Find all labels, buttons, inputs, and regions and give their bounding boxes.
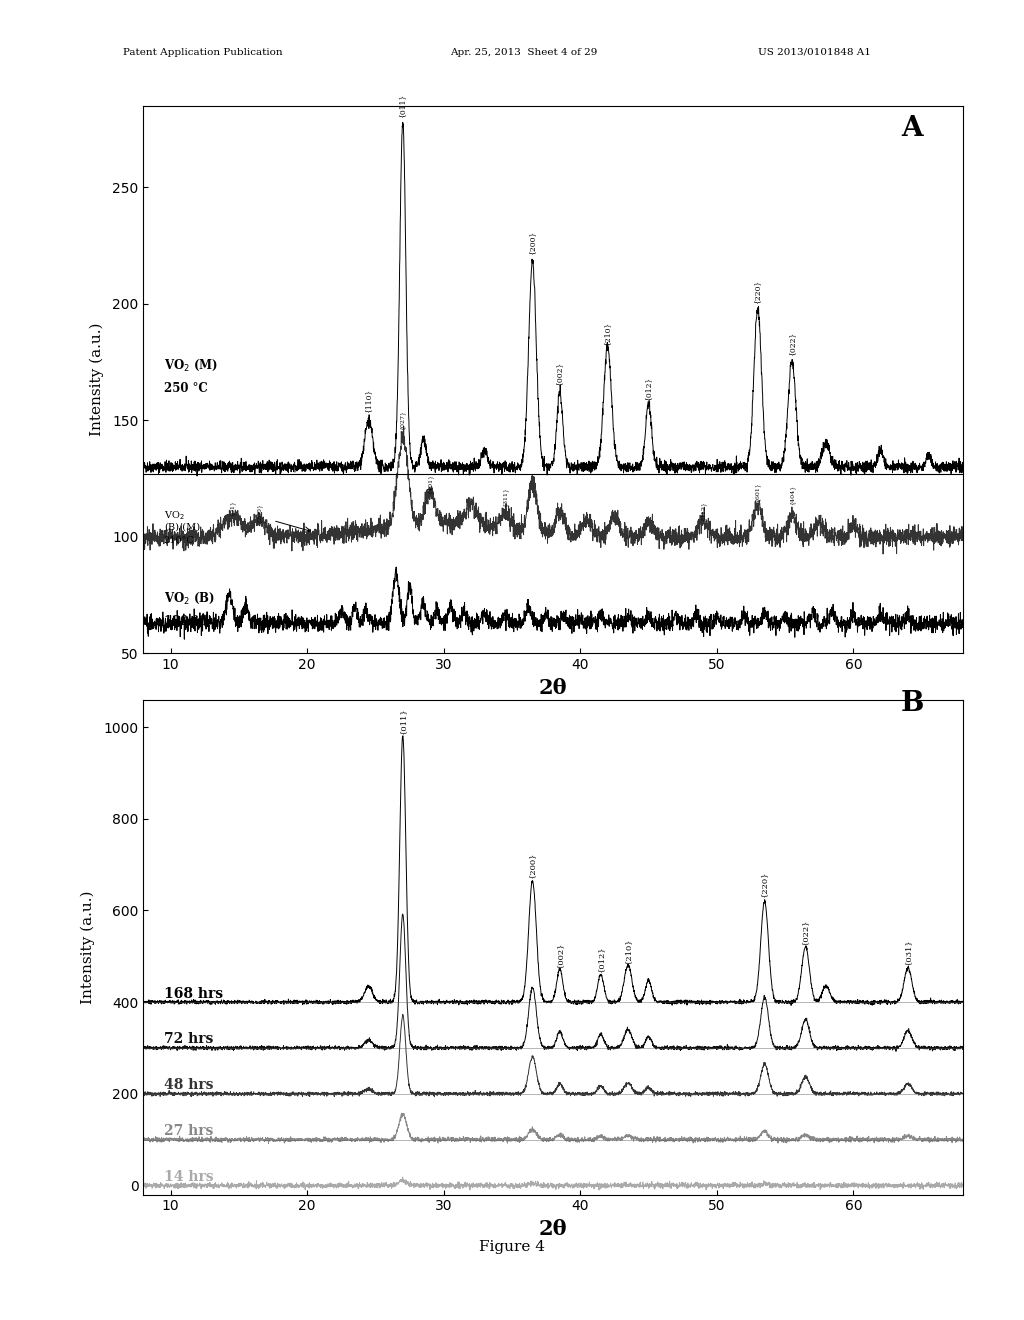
Text: {01}: {01}	[229, 500, 234, 516]
Text: {002}: {002}	[556, 942, 564, 969]
Text: US 2013/0101848 A1: US 2013/0101848 A1	[758, 48, 870, 57]
Text: VO$_2$ (B): VO$_2$ (B)	[164, 591, 215, 606]
Text: {210}: {210}	[603, 322, 611, 346]
Text: Apr. 25, 2013  Sheet 4 of 29: Apr. 25, 2013 Sheet 4 of 29	[451, 48, 598, 57]
Text: 180 °C: 180 °C	[164, 615, 208, 628]
X-axis label: 2θ: 2θ	[539, 677, 567, 698]
Text: {210}: {210}	[624, 937, 632, 964]
Text: {002}: {002}	[556, 362, 564, 387]
Text: {110}: {110}	[365, 388, 373, 413]
Text: (B)/(M): (B)/(M)	[164, 523, 200, 532]
Text: {022}: {022}	[802, 919, 810, 945]
Text: B: B	[901, 690, 925, 717]
X-axis label: 2θ: 2θ	[539, 1218, 567, 1239]
Text: {311}: {311}	[503, 487, 508, 507]
Text: 250 °C: 250 °C	[164, 383, 208, 395]
Text: {200}: {200}	[528, 851, 537, 878]
Text: Figure 4: Figure 4	[479, 1241, 545, 1254]
Text: {601}: {601}	[755, 483, 761, 503]
Text: 27 hrs: 27 hrs	[164, 1125, 213, 1138]
Text: 48 hrs: 48 hrs	[164, 1078, 213, 1092]
Text: {401}: {401}	[427, 474, 433, 494]
Text: 14 hrs: 14 hrs	[164, 1170, 213, 1184]
Y-axis label: Intensity (a.u.): Intensity (a.u.)	[89, 323, 103, 436]
Text: {011}: {011}	[398, 94, 407, 117]
Y-axis label: Intensity (a.u.): Intensity (a.u.)	[81, 891, 95, 1003]
Text: {200}: {200}	[257, 503, 262, 524]
Text: VO$_2$: VO$_2$	[164, 510, 184, 521]
Text: {220}: {220}	[761, 871, 769, 898]
Text: {027}: {027}	[400, 409, 406, 430]
Text: VO$_2$ (M): VO$_2$ (M)	[164, 358, 218, 374]
Text: Patent Application Publication: Patent Application Publication	[123, 48, 283, 57]
Text: {012}: {012}	[644, 378, 652, 401]
Text: 72 hrs: 72 hrs	[164, 1032, 213, 1047]
Text: {012}: {012}	[597, 945, 605, 972]
Text: {022}: {022}	[787, 331, 796, 356]
Text: A: A	[901, 115, 923, 143]
Text: 168 hrs: 168 hrs	[164, 986, 223, 1001]
Text: {200}: {200}	[528, 231, 537, 255]
Text: {404}: {404}	[790, 484, 795, 504]
Text: {011}: {011}	[398, 708, 407, 734]
Text: {312}: {312}	[700, 502, 706, 521]
Text: {220}: {220}	[754, 280, 762, 304]
Text: 210°C: 210°C	[164, 536, 195, 545]
Text: {031}: {031}	[904, 939, 912, 965]
